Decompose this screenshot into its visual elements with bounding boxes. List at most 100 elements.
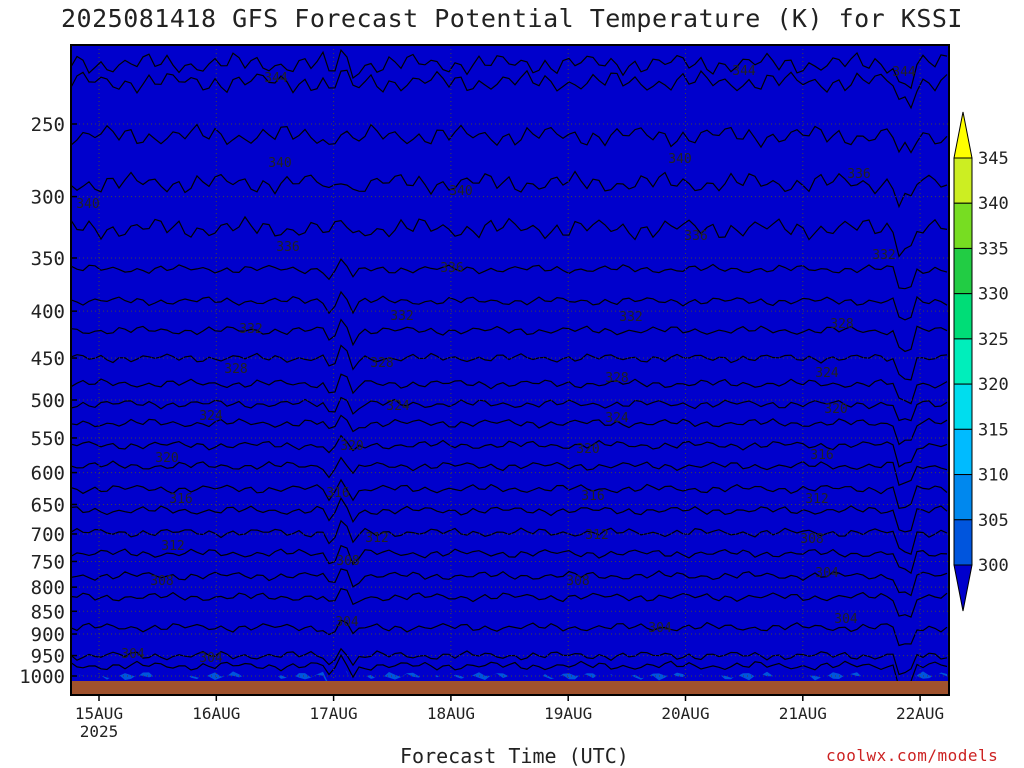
contour-label: 324 <box>815 366 839 381</box>
y-tick-label: 750 <box>31 551 65 573</box>
contour-308 <box>71 588 948 618</box>
colorbar-band-305 <box>953 474 973 521</box>
colorbar: 345 340 335 330 325 320 315 310 305 300 <box>953 111 1009 612</box>
x-year-label: 2025 <box>80 722 119 741</box>
contour-label: 320 <box>824 402 847 417</box>
contour-label: 316 <box>810 448 833 463</box>
x-tick-label: 17AUG <box>310 704 358 723</box>
contour-310 <box>71 568 948 597</box>
x-tick-label: 21AUG <box>779 704 827 723</box>
y-tick-label: 950 <box>31 646 65 668</box>
chart-title: 2025081418 GFS Forecast Potential Temper… <box>61 4 963 33</box>
contour-label: 312 <box>805 492 828 507</box>
x-tick-label: 15AUG <box>75 704 123 723</box>
colorbar-label: 315 <box>978 420 1009 440</box>
colorbar-bottom-arrow <box>953 564 973 612</box>
colorbar-band-330 <box>953 247 973 295</box>
contour-label: 332 <box>239 322 262 337</box>
contour-336 <box>71 258 948 290</box>
contour-334 <box>71 290 948 321</box>
colorbar-band-315 <box>953 383 973 430</box>
contour-label: 336 <box>684 229 707 244</box>
contour-label: 308 <box>566 574 589 589</box>
contour-label: 312 <box>365 531 388 546</box>
contour-label: 320 <box>155 451 178 466</box>
colorbar-label: 310 <box>978 466 1009 486</box>
y-tick-label: 250 <box>31 114 65 136</box>
contour-label: 316 <box>581 489 604 504</box>
contour-label: 344 <box>732 64 756 79</box>
colorbar-band-340 <box>953 157 973 204</box>
contour-label: 308 <box>800 532 823 547</box>
contour-324 <box>71 414 948 446</box>
colorbar-label: 300 <box>978 556 1009 576</box>
contour-344 <box>71 69 948 110</box>
contour-label: 328 <box>830 317 853 332</box>
contour-label: 320 <box>576 442 599 457</box>
contour-label: 328 <box>224 362 247 377</box>
contour-302 <box>71 653 948 688</box>
y-tick-label: 500 <box>31 390 65 412</box>
y-tick-label: 450 <box>31 348 65 370</box>
contour-label: 344 <box>264 71 288 86</box>
contour-labels: 344 340 340 336 336 332 332 328 328 324 324 320 320 3… <box>76 64 916 666</box>
colorbar-label: 305 <box>978 511 1009 531</box>
contour-label: 336 <box>276 240 299 255</box>
y-tick-label: 900 <box>31 624 65 646</box>
contour-label: 332 <box>390 309 413 324</box>
contour-label: 304 <box>815 566 839 581</box>
x-axis-title: Forecast Time (UTC) <box>400 744 629 768</box>
x-tick-label: 16AUG <box>192 704 240 723</box>
contour-346 <box>71 48 948 90</box>
plot-frame <box>70 44 950 696</box>
y-tick-label: 300 <box>31 187 65 209</box>
colorbar-band-310 <box>953 428 973 476</box>
y-tick-label: 400 <box>31 301 65 323</box>
contour-label: 336 <box>847 167 870 182</box>
y-tick-label: 1000 <box>19 666 65 688</box>
y-axis: 2503003504004505005506006507007508008509… <box>19 114 77 688</box>
contour-320 <box>71 456 948 487</box>
x-axis: 15AUG 16AUG 17AUG 18AUG 19AUG 20AUG 21AUG 22AUG… <box>75 695 944 741</box>
contour-314 <box>71 519 948 555</box>
credit-link[interactable]: coolwx.com/models <box>826 746 999 765</box>
y-tick-label: 700 <box>31 524 65 546</box>
colorbar-band-320 <box>953 338 973 385</box>
colorbar-band-325 <box>953 293 973 340</box>
colorbar-label: 345 <box>978 149 1009 169</box>
contour-label: 344 <box>892 65 916 80</box>
band-295 <box>71 45 949 695</box>
contour-label: 328 <box>370 356 393 371</box>
y-tick-label: 550 <box>31 428 65 450</box>
contour-label: 316 <box>169 492 192 507</box>
colorbar-label: 335 <box>978 239 1009 259</box>
x-tick-label: 20AUG <box>661 704 709 723</box>
contour-342 <box>71 123 948 154</box>
contour-label: 316 <box>326 486 349 501</box>
x-tick-label: 19AUG <box>544 704 592 723</box>
contour-316 <box>71 496 948 533</box>
contour-322 <box>71 434 948 468</box>
contour-338 <box>71 215 948 258</box>
contour-label: 308 <box>150 574 173 589</box>
contour-label: 340 <box>76 197 99 212</box>
x-tick-label: 22AUG <box>896 704 944 723</box>
grid-lines <box>71 45 949 695</box>
contour-label: 312 <box>161 539 184 554</box>
colorbar-label: 325 <box>978 330 1009 350</box>
contour-328 <box>71 373 948 405</box>
contour-304 <box>71 647 948 676</box>
contour-330 <box>71 344 948 381</box>
contour-label: 332 <box>872 248 895 263</box>
contour-label: 304 <box>121 647 145 662</box>
contour-label: 340 <box>268 156 291 171</box>
colorbar-label: 340 <box>978 194 1009 214</box>
x-tick-label: 18AUG <box>427 704 475 723</box>
contour-label: 332 <box>619 310 642 325</box>
contour-label: 336 <box>440 261 463 276</box>
contour-lines <box>71 48 948 688</box>
contour-label: 328 <box>605 371 628 386</box>
contour-312 <box>71 544 948 575</box>
contour-label: 324 <box>386 399 410 414</box>
